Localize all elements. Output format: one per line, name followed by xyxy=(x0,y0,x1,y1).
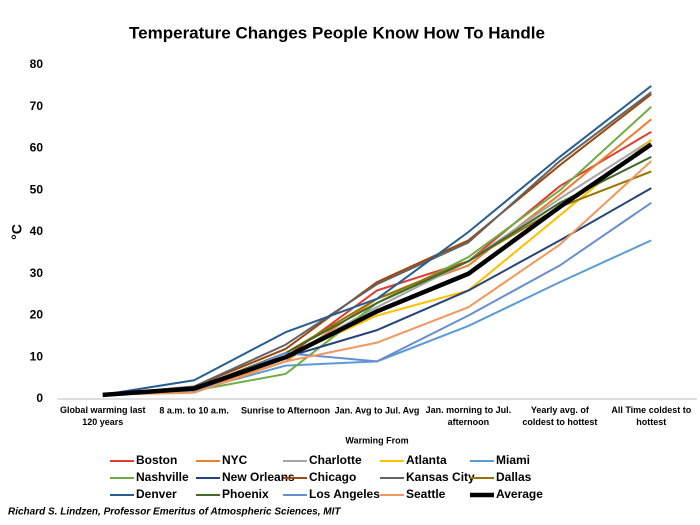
legend-label: New Orleans xyxy=(222,470,295,484)
legend-label: Denver xyxy=(136,487,177,501)
series-line xyxy=(102,118,652,396)
y-tick-label: 80 xyxy=(30,57,44,71)
y-tick-label: 40 xyxy=(30,224,44,238)
y-tick-label: 0 xyxy=(36,391,43,405)
x-tick-label: Sunrise to Afternoon xyxy=(241,405,330,415)
legend-label: Charlotte xyxy=(309,453,362,467)
y-axis-label: °C xyxy=(9,224,25,240)
legend-label: Dallas xyxy=(496,470,532,484)
series-line xyxy=(102,85,652,396)
legend-label: Los Angeles xyxy=(309,487,380,501)
footer: Richard S. Lindzen, Professor Emeritus o… xyxy=(8,507,341,518)
series-line xyxy=(102,239,652,396)
legend-label: Boston xyxy=(136,453,177,467)
legend-label: Average xyxy=(496,487,543,501)
legend-label: Miami xyxy=(496,453,530,467)
y-tick-label: 10 xyxy=(30,349,44,363)
x-tick-label: 8 a.m. to 10 a.m. xyxy=(159,405,229,415)
legend-label: NYC xyxy=(222,453,248,467)
y-tick-label: 20 xyxy=(30,308,44,322)
x-tick-label: Jan. morning to Jul. afternoon xyxy=(426,405,512,427)
legend-label: Seattle xyxy=(406,487,446,501)
series-line xyxy=(102,160,652,396)
chart-title: Temperature Changes People Know How To H… xyxy=(129,23,545,42)
series-line xyxy=(102,130,652,396)
legend-label: Atlanta xyxy=(406,453,447,467)
x-tick-label: Yearly avg. of coldest to hottest xyxy=(522,405,597,427)
legend-label: Phoenix xyxy=(222,487,269,501)
series-line xyxy=(102,139,652,396)
series-line xyxy=(102,93,652,396)
legend-label: Nashville xyxy=(136,470,189,484)
legend-label: Chicago xyxy=(309,470,356,484)
series-line xyxy=(102,142,653,398)
x-tick-label: Jan. Avg to Jul. Avg xyxy=(335,405,420,415)
x-tick-label: Global warming last 120 years xyxy=(60,405,146,427)
series-line xyxy=(102,139,652,396)
x-tick-label: All Time coldest to hottest xyxy=(611,405,691,427)
y-tick-label: 30 xyxy=(30,266,44,280)
y-tick-label: 60 xyxy=(30,141,44,155)
series-line xyxy=(102,91,652,396)
x-axis-label: Warming From xyxy=(345,435,408,445)
y-tick-label: 70 xyxy=(30,99,44,113)
y-tick-label: 50 xyxy=(30,182,44,196)
legend-label: Kansas City xyxy=(406,470,475,484)
